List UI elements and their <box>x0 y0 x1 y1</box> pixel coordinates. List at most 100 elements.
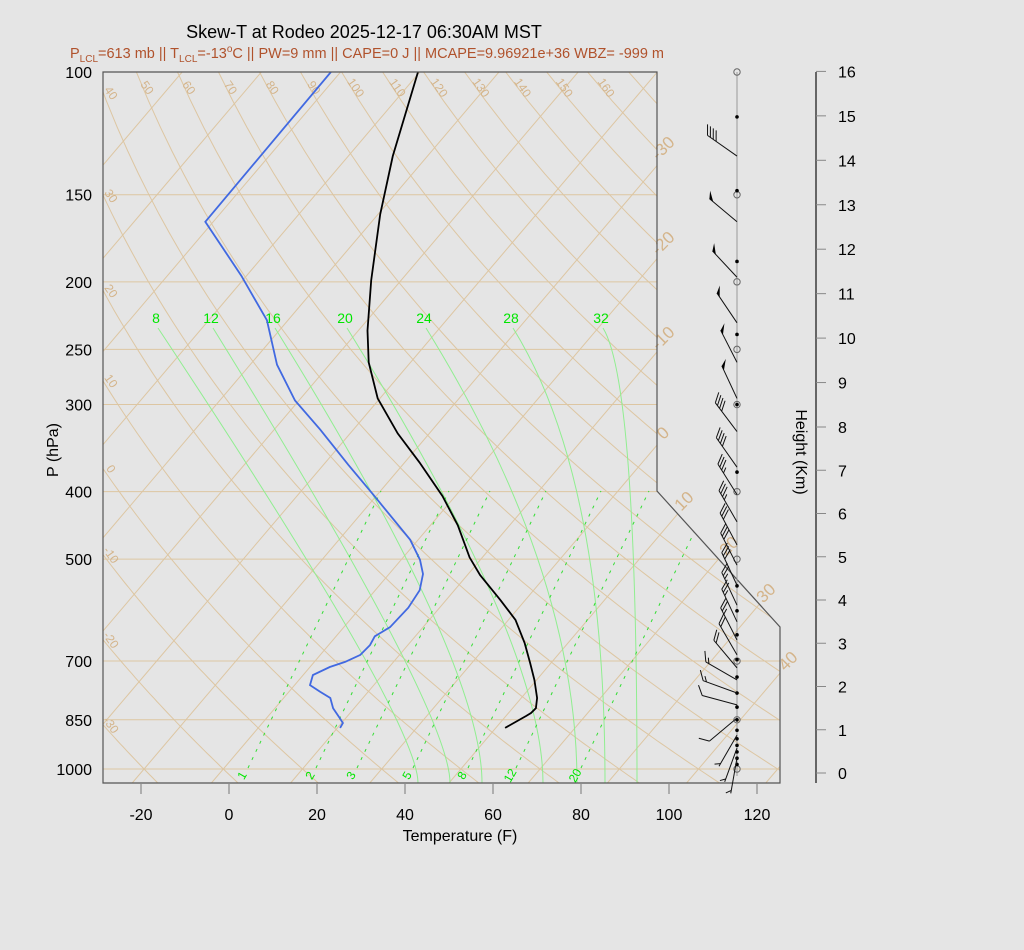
wind-barb-staff <box>720 607 738 641</box>
wind-barb <box>721 358 738 399</box>
dry-adiabat-label: 140 <box>511 75 534 100</box>
wind-barb-feather <box>715 632 720 644</box>
wind-barb-staff <box>721 572 738 606</box>
wind-barb-feather <box>719 397 724 409</box>
subtitle-part1: =613 mb || T <box>98 46 179 62</box>
wind-barb <box>721 542 738 586</box>
height-tick-label: 1 <box>838 723 847 740</box>
moist-adiabat-label: 28 <box>503 310 519 326</box>
wind-barb-staff <box>716 292 738 324</box>
mixing-ratio-line <box>315 490 450 769</box>
dry-adiabat-line <box>793 72 1024 784</box>
dewpoint-trace <box>204 72 424 729</box>
dry-adiabat-line <box>382 72 780 783</box>
x-axis-label: Temperature (F) <box>403 828 518 845</box>
isotherm-line <box>103 72 500 783</box>
dry-adiabat-line <box>177 72 780 783</box>
dry-adiabat-label: 10 <box>101 372 120 391</box>
wind-barb-staff <box>718 734 738 767</box>
dry-adiabat-line <box>0 72 78 784</box>
height-tick-label: 10 <box>838 331 856 348</box>
wind-level-circle <box>733 400 741 409</box>
wind-level-circle <box>733 716 741 724</box>
wind-barb <box>719 503 738 546</box>
pressure-tick-label: 1000 <box>56 762 92 779</box>
wind-barb-staff <box>713 639 738 669</box>
x-tick-label: 40 <box>396 807 414 824</box>
wind-level-circle <box>733 345 741 354</box>
wind-barb <box>704 650 738 681</box>
wind-barb-feather <box>721 542 728 553</box>
dry-adiabat-line <box>103 72 641 783</box>
wind-barb-staff <box>709 198 738 223</box>
wind-barb-staff <box>718 623 738 656</box>
subtitle-part3: C || PW=9 mm || CAPE=0 J || MCAPE=9.9692… <box>232 46 664 62</box>
wind-barb-feather <box>714 392 720 403</box>
pressure-tick-label: 150 <box>65 188 92 205</box>
mixing-ratio-line <box>412 490 547 769</box>
wind-barb-feather <box>716 395 722 406</box>
dry-adiabat-line <box>834 72 1024 784</box>
isotherm-line <box>103 72 341 783</box>
dry-adiabat-label: 130 <box>469 75 492 100</box>
x-tick-label: 60 <box>484 807 502 824</box>
wind-barb <box>721 562 738 606</box>
wind-barb-half-feather <box>723 467 727 474</box>
isotherm-line <box>103 72 262 783</box>
wind-barb <box>698 685 738 706</box>
mixing-ratio-label: 2 <box>302 769 318 782</box>
dry-adiabat-label: 20 <box>101 282 120 301</box>
wind-barb-feather <box>724 549 731 560</box>
height-tick-label: 8 <box>838 420 847 437</box>
wind-barb-staff <box>721 589 738 623</box>
height-tick-label: 12 <box>838 242 856 259</box>
wind-barb <box>715 427 738 468</box>
wind-barb <box>720 323 738 363</box>
height-axis-label: Height (Km) <box>792 409 809 494</box>
x-tick-label: 0 <box>225 807 234 824</box>
wind-barb-staff <box>721 552 738 586</box>
wind-barb-feather <box>721 601 728 612</box>
wind-level-dot <box>735 633 739 637</box>
wind-barb <box>709 190 738 223</box>
dry-adiabat-line <box>135 72 780 783</box>
wind-level-circle <box>733 487 741 496</box>
mixing-ratio-label: 3 <box>343 769 359 782</box>
wind-barb-feather <box>720 523 727 534</box>
moist-adiabat-label: 16 <box>265 310 281 326</box>
dry-adiabat-label: 110 <box>386 76 409 100</box>
wind-barb <box>725 757 738 794</box>
wind-barb-pennant <box>712 243 716 255</box>
dry-adiabat-label: 0 <box>103 462 118 476</box>
pressure-tick-label: 400 <box>65 485 92 502</box>
wind-barb-staff <box>705 661 738 681</box>
background-grid <box>0 72 1024 784</box>
wind-barb-feather <box>719 503 726 514</box>
pressure-tick-label: 250 <box>65 342 92 359</box>
dry-adiabat-line <box>710 72 780 783</box>
wind-barb-pennant <box>716 285 720 298</box>
wind-level-dot <box>735 259 739 264</box>
wind-barb-staff <box>720 532 738 566</box>
wind-level-circle <box>733 278 741 286</box>
moist-adiabat-line <box>346 327 544 783</box>
wind-barb-feather <box>699 669 704 681</box>
wind-barb-staff <box>724 747 738 783</box>
wind-barb-half-feather <box>704 675 707 683</box>
wind-barbs <box>698 68 741 794</box>
wind-barb <box>712 243 738 278</box>
plot-frame <box>102 71 781 784</box>
wind-level-dot <box>735 470 739 474</box>
moist-adiabat-line <box>274 327 483 783</box>
wind-barb-staff <box>703 680 738 694</box>
isotherm-line <box>103 72 658 783</box>
wind-barb-staff <box>730 757 738 794</box>
sounding-traces <box>204 72 539 729</box>
height-tick-label: 5 <box>838 550 847 567</box>
wind-barb <box>718 613 738 656</box>
wind-barb-staff <box>718 490 738 523</box>
height-tick-label: 2 <box>838 680 847 697</box>
dry-adiabat-label: 100 <box>344 75 367 100</box>
wind-barb <box>720 598 738 641</box>
wind-barb-half-feather <box>723 608 728 615</box>
